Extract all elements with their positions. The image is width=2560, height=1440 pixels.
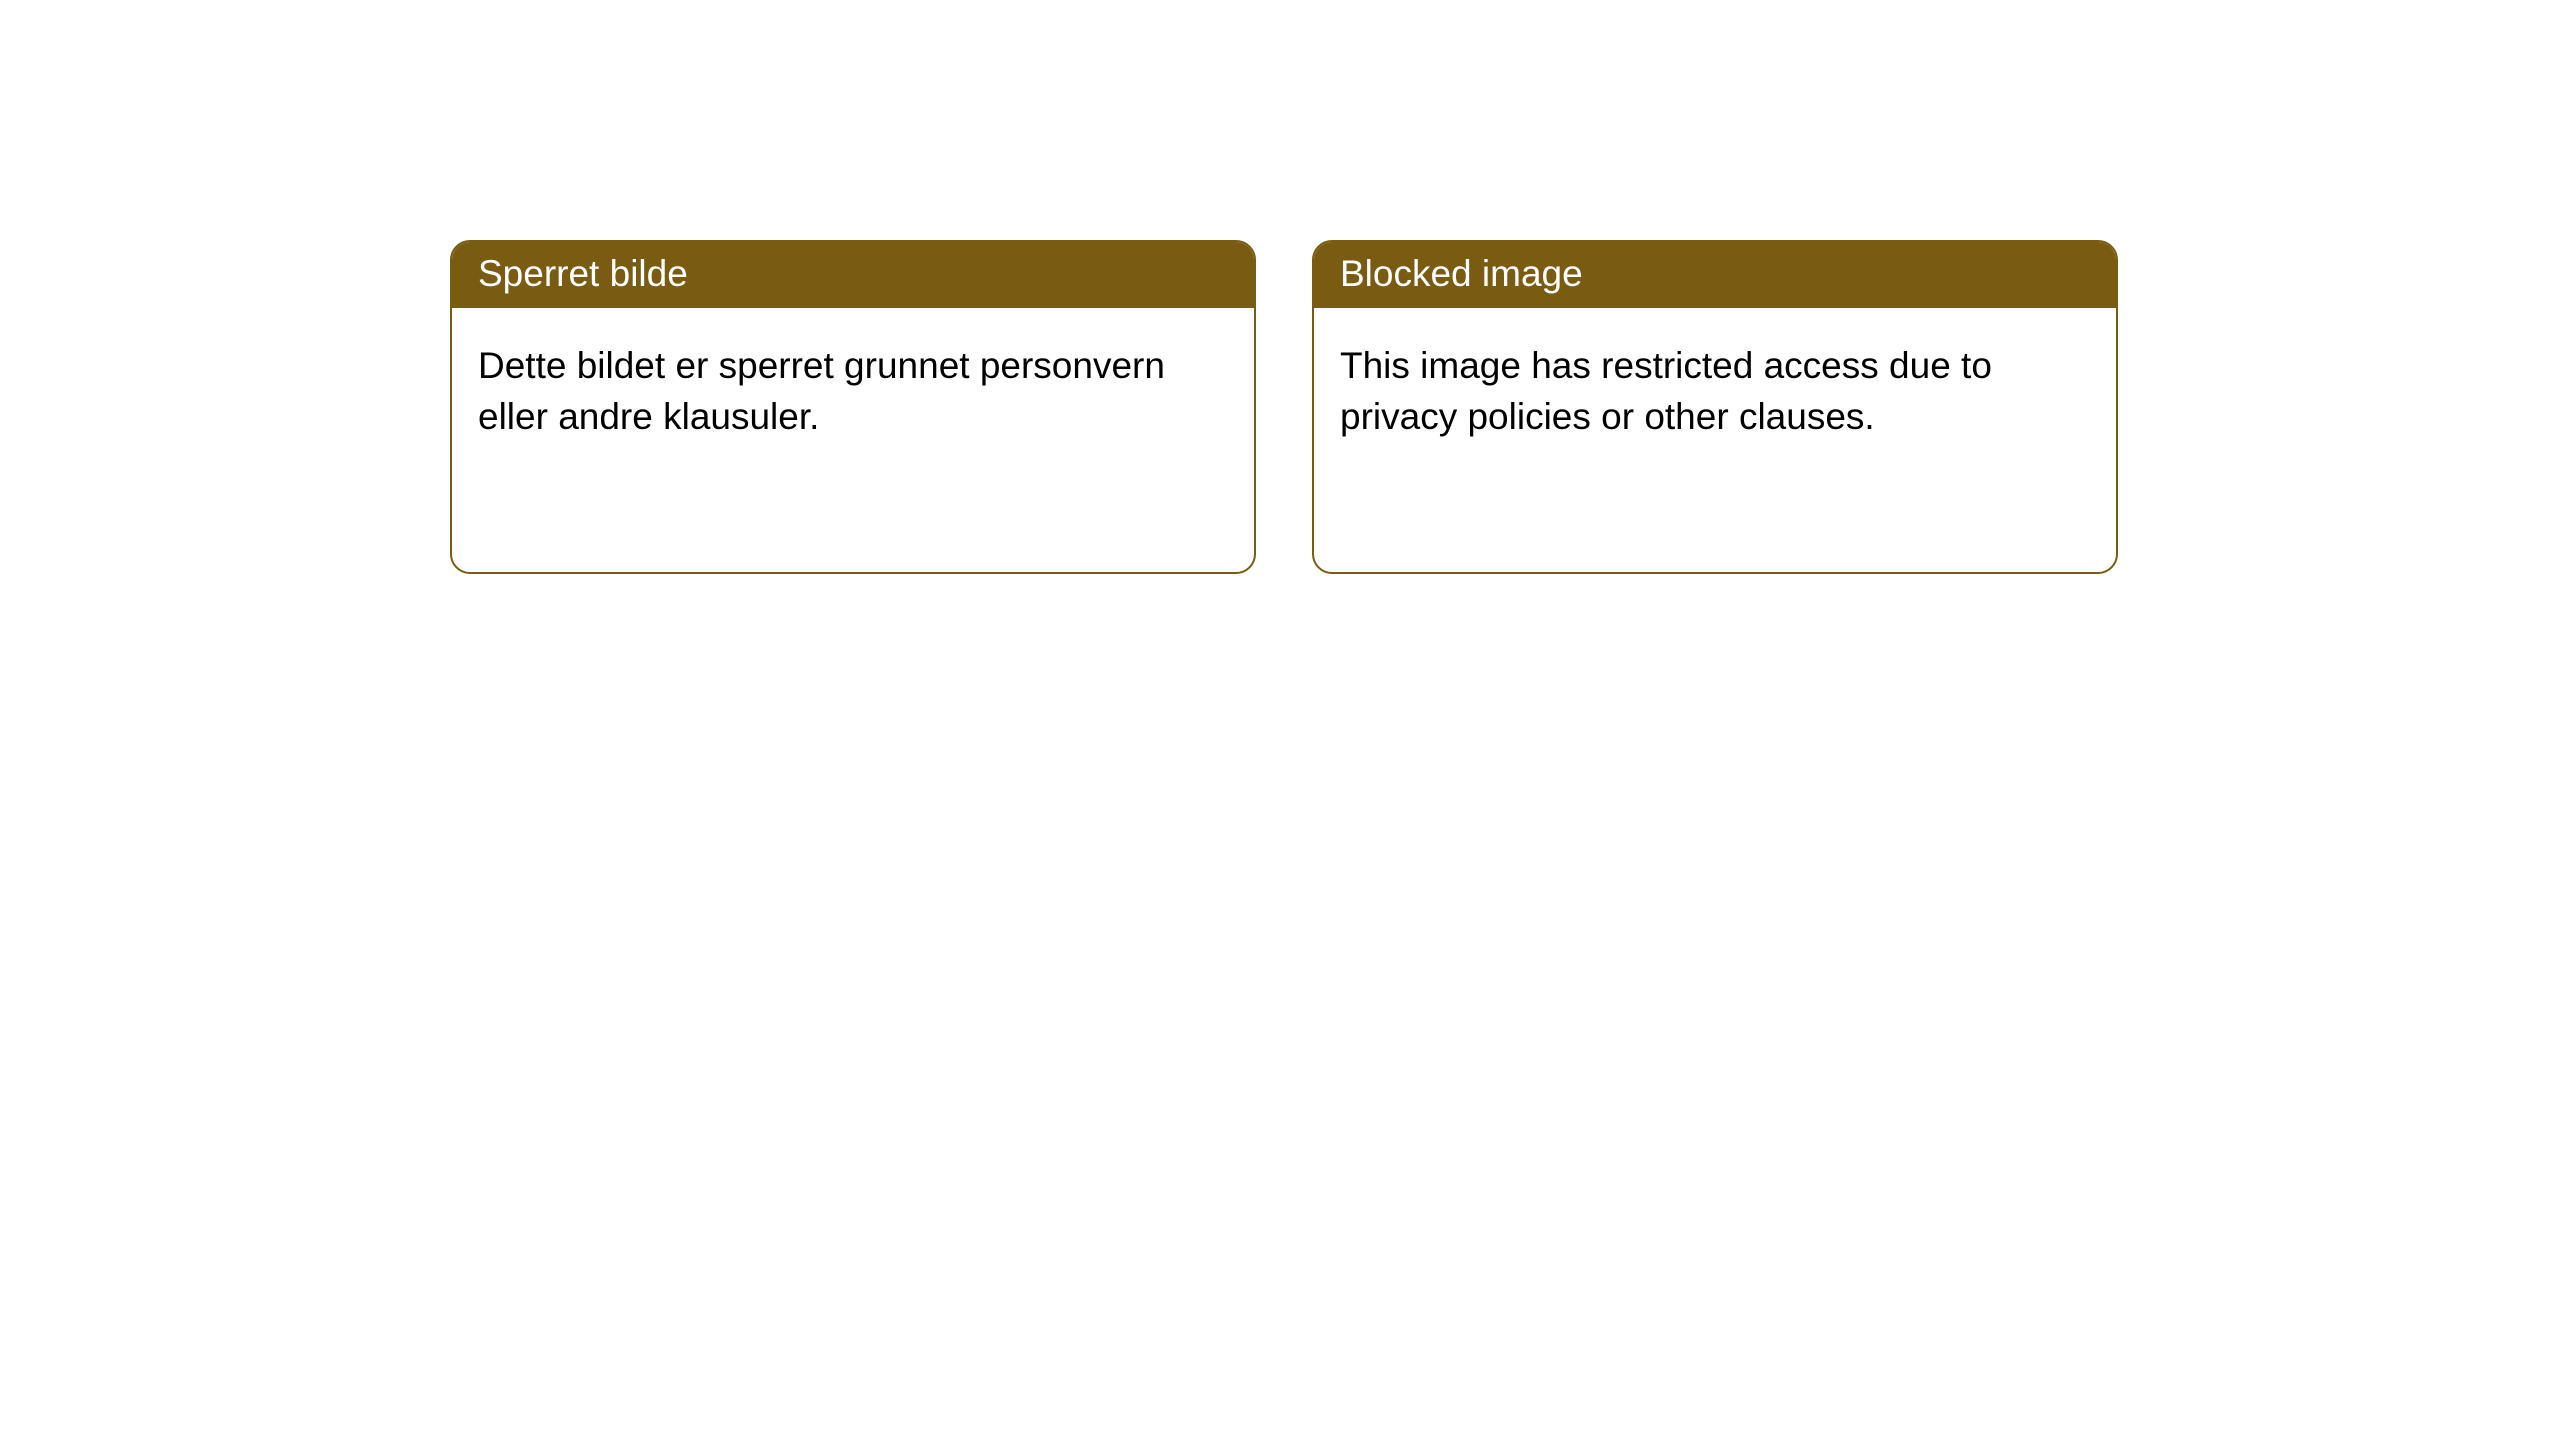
card-header-norwegian: Sperret bilde: [452, 242, 1254, 308]
notice-container: Sperret bilde Dette bildet er sperret gr…: [0, 0, 2560, 574]
card-body-english: This image has restricted access due to …: [1314, 308, 2116, 474]
blocked-image-card-norwegian: Sperret bilde Dette bildet er sperret gr…: [450, 240, 1256, 574]
blocked-image-card-english: Blocked image This image has restricted …: [1312, 240, 2118, 574]
card-body-norwegian: Dette bildet er sperret grunnet personve…: [452, 308, 1254, 474]
card-header-english: Blocked image: [1314, 242, 2116, 308]
